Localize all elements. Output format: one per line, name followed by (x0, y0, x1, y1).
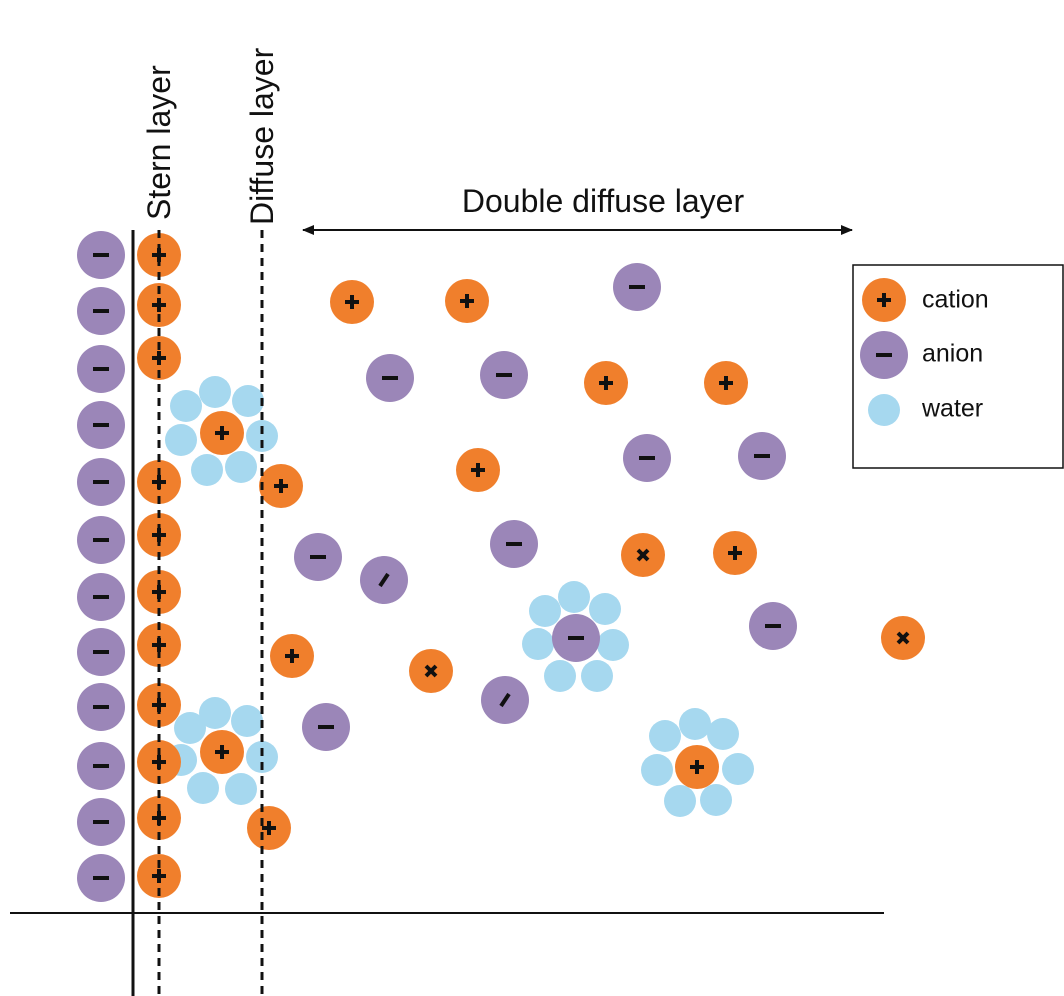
legend-label: water (921, 395, 983, 423)
water (558, 581, 590, 613)
water (165, 424, 197, 456)
water (868, 394, 900, 426)
water (225, 773, 257, 805)
water (664, 785, 696, 817)
legend: cation anion water (860, 278, 989, 426)
stern-label: Stern layer (141, 65, 177, 220)
water (700, 784, 732, 816)
diagram: Stern layer Diffuse layer Double diffuse… (0, 0, 1064, 996)
diffuse-label: Diffuse layer (244, 47, 280, 225)
double-layer-label: Double diffuse layer (462, 183, 745, 219)
legend-label: anion (922, 340, 983, 368)
water (589, 593, 621, 625)
water (641, 754, 673, 786)
legend-label: cation (922, 286, 989, 314)
water (581, 660, 613, 692)
water (679, 708, 711, 740)
water (529, 595, 561, 627)
particles (77, 231, 925, 902)
water (191, 454, 223, 486)
water (231, 705, 263, 737)
water (199, 376, 231, 408)
water (225, 451, 257, 483)
water (232, 385, 264, 417)
water (597, 629, 629, 661)
water (174, 712, 206, 744)
water (707, 718, 739, 750)
water (544, 660, 576, 692)
water (649, 720, 681, 752)
water (187, 772, 219, 804)
water (522, 628, 554, 660)
water (170, 390, 202, 422)
water (722, 753, 754, 785)
